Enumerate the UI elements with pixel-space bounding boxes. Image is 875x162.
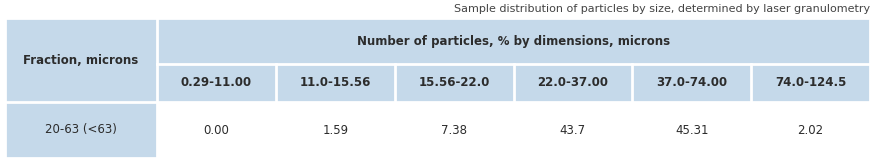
Text: Sample distribution of particles by size, determined by laser granulometry: Sample distribution of particles by size…: [454, 4, 870, 14]
Text: Fraction, microns: Fraction, microns: [24, 53, 138, 66]
Text: 0.29-11.00: 0.29-11.00: [181, 76, 252, 89]
Bar: [5, 102, 157, 158]
Text: 20-63 (<63): 20-63 (<63): [46, 123, 117, 137]
Text: 11.0-15.56: 11.0-15.56: [299, 76, 371, 89]
Bar: [157, 64, 870, 102]
Text: 7.38: 7.38: [441, 123, 467, 137]
Text: 15.56-22.0: 15.56-22.0: [418, 76, 490, 89]
Text: 45.31: 45.31: [675, 123, 709, 137]
Text: 74.0-124.5: 74.0-124.5: [775, 76, 846, 89]
Bar: [5, 18, 157, 102]
Text: 43.7: 43.7: [560, 123, 586, 137]
Bar: [157, 18, 870, 64]
Text: 2.02: 2.02: [797, 123, 823, 137]
Text: 22.0-37.00: 22.0-37.00: [537, 76, 608, 89]
Text: 1.59: 1.59: [322, 123, 348, 137]
Text: Number of particles, % by dimensions, microns: Number of particles, % by dimensions, mi…: [357, 35, 670, 47]
Bar: [157, 102, 870, 158]
Text: 0.00: 0.00: [204, 123, 229, 137]
Text: 37.0-74.00: 37.0-74.00: [656, 76, 727, 89]
